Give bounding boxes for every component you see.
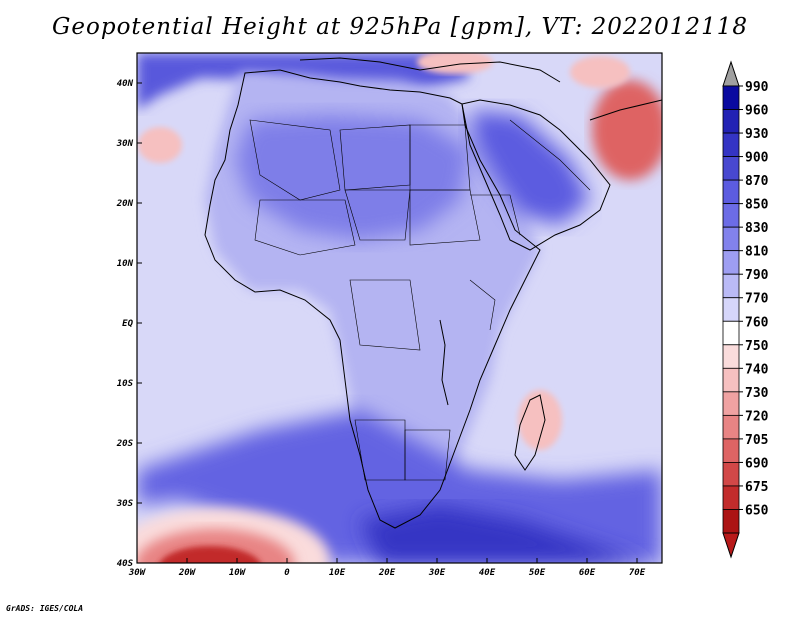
colorbar-swatch bbox=[722, 203, 740, 228]
lon-tick-label: 10W bbox=[229, 568, 247, 578]
colorbar-label: 650 bbox=[745, 503, 769, 518]
colorbar-swatch bbox=[722, 156, 740, 181]
colorbar-label: 705 bbox=[745, 433, 768, 448]
azores-low bbox=[138, 127, 182, 163]
border-a bbox=[249, 119, 341, 201]
colorbar-label: 830 bbox=[745, 221, 769, 236]
colorbar-swatch bbox=[722, 250, 740, 275]
colorbar-label: 870 bbox=[745, 174, 769, 189]
colorbar-swatch bbox=[722, 391, 740, 416]
border-f bbox=[254, 199, 356, 256]
low-middle bbox=[137, 529, 295, 563]
border-k bbox=[469, 279, 496, 331]
colorbar-label: 930 bbox=[745, 127, 769, 142]
lat-tick-label: 40N bbox=[117, 79, 134, 89]
colorbar-swatch bbox=[722, 132, 740, 157]
colorbar-swatch bbox=[722, 462, 740, 487]
lon-tick-label: 60E bbox=[579, 568, 596, 578]
colorbar-swatch bbox=[722, 485, 740, 510]
latitude-axis: 40N 30N 20N 10N EQ 10S 20S 30S 40S bbox=[116, 79, 142, 569]
plot-frame bbox=[136, 52, 663, 564]
lat-tick-label: 10S bbox=[117, 379, 134, 389]
border-i bbox=[404, 429, 451, 481]
colorbar-label: 750 bbox=[745, 339, 769, 354]
africa-coast bbox=[204, 69, 541, 529]
colorbar-swatch bbox=[722, 414, 740, 440]
colorbar-swatch bbox=[722, 85, 740, 110]
caspian-low bbox=[570, 56, 630, 88]
border-j bbox=[470, 194, 521, 236]
lat-tick-label: 30N bbox=[116, 139, 134, 149]
madagascar-low bbox=[518, 390, 562, 450]
rift-lakes bbox=[439, 319, 449, 406]
longitude-axis: 30W 20W 10W 0 10E 20E 30E 40E 50E 60E 70E bbox=[128, 558, 646, 578]
colorbar-label: 900 bbox=[745, 151, 769, 166]
colorbar-swatch bbox=[722, 367, 740, 393]
colorbar-swatch bbox=[722, 320, 740, 346]
colorbar-bottom-arrow bbox=[722, 532, 740, 559]
colorbar-label: 990 bbox=[745, 80, 769, 95]
lat-tick-label: 40S bbox=[117, 559, 134, 569]
coastlines bbox=[204, 57, 662, 529]
south-deep-high bbox=[360, 505, 662, 563]
low-center bbox=[159, 546, 261, 563]
credit-text: GrADS: IGES/COLA bbox=[6, 604, 84, 613]
lon-tick-label: 40E bbox=[479, 568, 496, 578]
lat-tick-label: 20N bbox=[116, 199, 134, 209]
colorbar-swatch bbox=[722, 297, 740, 322]
lat-tick-label: 10N bbox=[117, 259, 134, 269]
border-l bbox=[509, 119, 591, 191]
asia-low bbox=[592, 80, 662, 180]
lat-tick-label: EQ bbox=[122, 319, 133, 329]
lon-tick-label: 10E bbox=[329, 568, 346, 578]
colorbar-label: 770 bbox=[745, 292, 769, 307]
lon-tick-label: 20W bbox=[178, 568, 197, 578]
arabia-high bbox=[470, 110, 590, 225]
colorbar-swatch bbox=[722, 226, 740, 252]
colorbar-label: 720 bbox=[745, 409, 769, 424]
height-field bbox=[137, 53, 662, 563]
colorbar-top-arrow bbox=[722, 60, 740, 87]
colorbar-label: 740 bbox=[745, 362, 769, 377]
colorbar-label: 790 bbox=[745, 268, 769, 283]
colorbar-label: 675 bbox=[745, 480, 768, 495]
lat-tick-label: 30S bbox=[116, 499, 134, 509]
colorbar-swatch bbox=[722, 273, 740, 299]
colorbar-label: 850 bbox=[745, 198, 769, 213]
colorbar-swatch bbox=[722, 344, 740, 369]
colorbar-label: 760 bbox=[745, 315, 769, 330]
europe-coast bbox=[299, 57, 561, 83]
turkey-low bbox=[417, 53, 493, 74]
colorbar-label: 690 bbox=[745, 456, 769, 471]
lon-tick-label: 30E bbox=[428, 568, 446, 578]
colorbar-label: 730 bbox=[745, 386, 769, 401]
sahara-high bbox=[235, 115, 470, 240]
colorbar-swatch bbox=[722, 438, 740, 463]
lon-tick-label: 70E bbox=[629, 568, 646, 578]
border-e bbox=[409, 189, 481, 246]
colorbar-label: 810 bbox=[745, 245, 769, 260]
arabia-coast bbox=[461, 99, 611, 251]
colorbar-swatch bbox=[722, 509, 740, 534]
colorbar-label: 960 bbox=[745, 104, 769, 119]
colorbar-swatch bbox=[722, 179, 740, 205]
map-title: Geopotential Height at 925hPa [gpm], VT:… bbox=[52, 14, 748, 40]
madagascar-coast bbox=[514, 394, 546, 471]
asia-coast bbox=[589, 99, 662, 121]
lon-tick-label: 30W bbox=[128, 568, 147, 578]
border-d bbox=[344, 189, 411, 241]
colorbar-swatch bbox=[722, 109, 740, 134]
lon-tick-label: 50E bbox=[529, 568, 546, 578]
lon-tick-label: 20E bbox=[378, 568, 396, 578]
border-g bbox=[349, 279, 421, 351]
lat-tick-label: 20S bbox=[116, 439, 134, 449]
colorbar: 990 960 930 900 870 850 830 810 790 770 760 750 740 7… bbox=[722, 60, 769, 559]
lon-tick-label: 0 bbox=[284, 568, 290, 578]
borders bbox=[249, 119, 591, 481]
